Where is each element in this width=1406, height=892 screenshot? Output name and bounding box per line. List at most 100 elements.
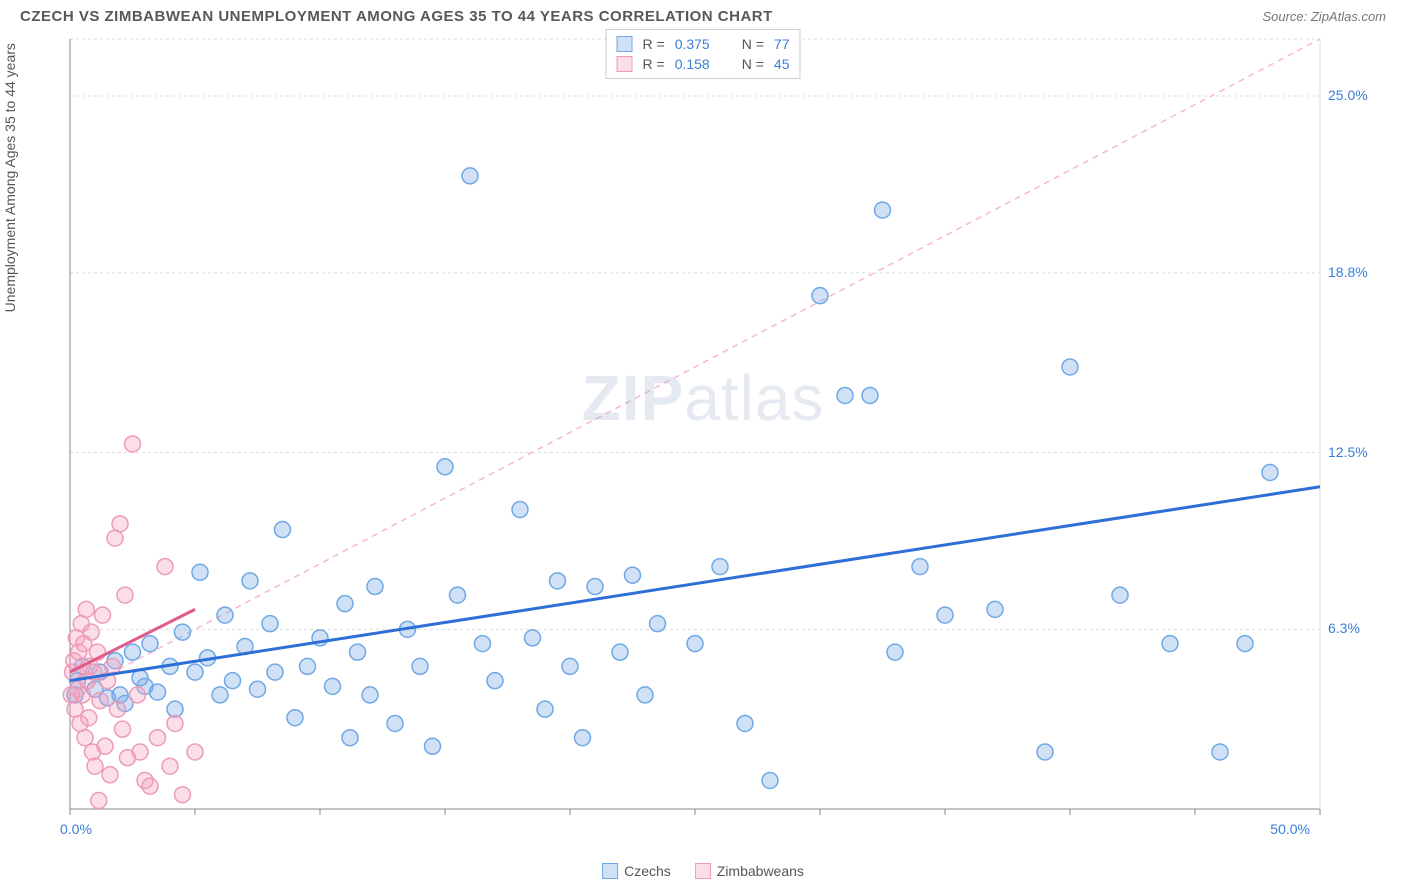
- legend-series-label: Zimbabweans: [717, 863, 804, 879]
- data-point: [525, 630, 541, 646]
- data-point: [87, 758, 103, 774]
- data-point: [1212, 744, 1228, 760]
- data-point: [650, 616, 666, 632]
- legend-swatch: [602, 863, 618, 879]
- data-point: [97, 738, 113, 754]
- data-point: [125, 436, 141, 452]
- data-point: [287, 710, 303, 726]
- data-point: [812, 288, 828, 304]
- data-point: [91, 792, 107, 808]
- data-point: [125, 644, 141, 660]
- scatter-chart: [20, 29, 1386, 849]
- data-point: [1037, 744, 1053, 760]
- data-point: [112, 516, 128, 532]
- data-point: [367, 579, 383, 595]
- chart-title: CZECH VS ZIMBABWEAN UNEMPLOYMENT AMONG A…: [20, 8, 773, 25]
- data-point: [175, 624, 191, 640]
- legend-r-value: 0.375: [675, 36, 710, 52]
- data-point: [425, 738, 441, 754]
- data-point: [130, 687, 146, 703]
- data-point: [937, 607, 953, 623]
- data-point: [687, 636, 703, 652]
- y-axis-label: Unemployment Among Ages 35 to 44 years: [2, 43, 18, 312]
- data-point: [1062, 359, 1078, 375]
- data-point: [562, 658, 578, 674]
- data-point: [987, 601, 1003, 617]
- legend-series: Czechs Zimbabweans: [602, 863, 804, 879]
- data-point: [1162, 636, 1178, 652]
- data-point: [142, 778, 158, 794]
- axis-tick-label: 0.0%: [60, 821, 92, 837]
- data-point: [92, 693, 108, 709]
- data-point: [512, 502, 528, 518]
- data-point: [63, 687, 79, 703]
- axis-tick-label: 12.5%: [1328, 444, 1368, 460]
- data-point: [462, 168, 478, 184]
- data-point: [637, 687, 653, 703]
- data-point: [612, 644, 628, 660]
- data-point: [1112, 587, 1128, 603]
- data-point: [712, 559, 728, 575]
- data-point: [175, 787, 191, 803]
- data-point: [192, 564, 208, 580]
- data-point: [95, 607, 111, 623]
- data-point: [587, 579, 603, 595]
- data-point: [250, 681, 266, 697]
- data-point: [225, 673, 241, 689]
- legend-r-label: R =: [643, 56, 665, 72]
- data-point: [575, 730, 591, 746]
- data-point: [887, 644, 903, 660]
- data-point: [115, 721, 131, 737]
- data-point: [167, 715, 183, 731]
- axis-tick-label: 6.3%: [1328, 620, 1360, 636]
- data-point: [187, 744, 203, 760]
- data-point: [550, 573, 566, 589]
- data-point: [837, 387, 853, 403]
- data-point: [737, 715, 753, 731]
- data-point: [337, 596, 353, 612]
- data-point: [387, 715, 403, 731]
- data-point: [762, 772, 778, 788]
- data-point: [1237, 636, 1253, 652]
- data-point: [362, 687, 378, 703]
- data-point: [537, 701, 553, 717]
- data-point: [300, 658, 316, 674]
- chart-container: Unemployment Among Ages 35 to 44 years Z…: [20, 29, 1386, 849]
- data-point: [350, 644, 366, 660]
- data-point: [412, 658, 428, 674]
- data-point: [342, 730, 358, 746]
- axis-tick-label: 18.8%: [1328, 264, 1368, 280]
- data-point: [102, 767, 118, 783]
- legend-series-item: Zimbabweans: [695, 863, 804, 879]
- legend-series-item: Czechs: [602, 863, 671, 879]
- data-point: [78, 601, 94, 617]
- legend-r-label: R =: [643, 36, 665, 52]
- data-point: [117, 587, 133, 603]
- data-point: [475, 636, 491, 652]
- data-point: [875, 202, 891, 218]
- data-point: [262, 616, 278, 632]
- legend-series-label: Czechs: [624, 863, 671, 879]
- legend-n-value: 77: [774, 36, 790, 52]
- legend-n-value: 45: [774, 56, 790, 72]
- data-point: [212, 687, 228, 703]
- data-point: [132, 744, 148, 760]
- data-point: [150, 730, 166, 746]
- legend-swatch: [617, 56, 633, 72]
- data-point: [187, 664, 203, 680]
- data-point: [142, 636, 158, 652]
- legend-swatch: [695, 863, 711, 879]
- data-point: [150, 684, 166, 700]
- axis-tick-label: 50.0%: [1270, 821, 1310, 837]
- data-point: [437, 459, 453, 475]
- data-point: [912, 559, 928, 575]
- legend-n-label: N =: [742, 36, 764, 52]
- data-point: [162, 758, 178, 774]
- data-point: [77, 730, 93, 746]
- data-point: [450, 587, 466, 603]
- data-point: [217, 607, 233, 623]
- data-point: [487, 673, 503, 689]
- data-point: [267, 664, 283, 680]
- legend-r-value: 0.158: [675, 56, 710, 72]
- data-point: [242, 573, 258, 589]
